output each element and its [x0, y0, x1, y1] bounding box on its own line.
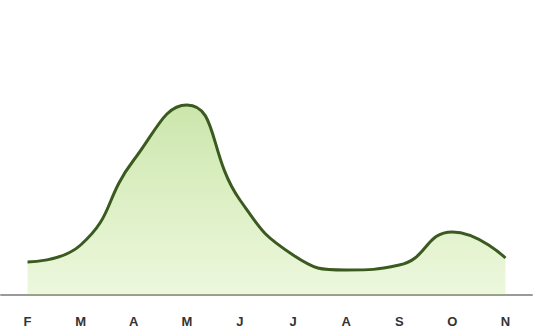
svg-text:A: A [341, 314, 351, 329]
svg-text:N: N [501, 314, 510, 329]
svg-text:S: S [395, 314, 404, 329]
svg-text:J: J [289, 314, 296, 329]
svg-text:O: O [447, 314, 457, 329]
svg-text:J: J [236, 314, 243, 329]
svg-text:F: F [24, 314, 32, 329]
svg-text:M: M [181, 314, 192, 329]
svg-text:A: A [129, 314, 139, 329]
svg-text:M: M [75, 314, 86, 329]
